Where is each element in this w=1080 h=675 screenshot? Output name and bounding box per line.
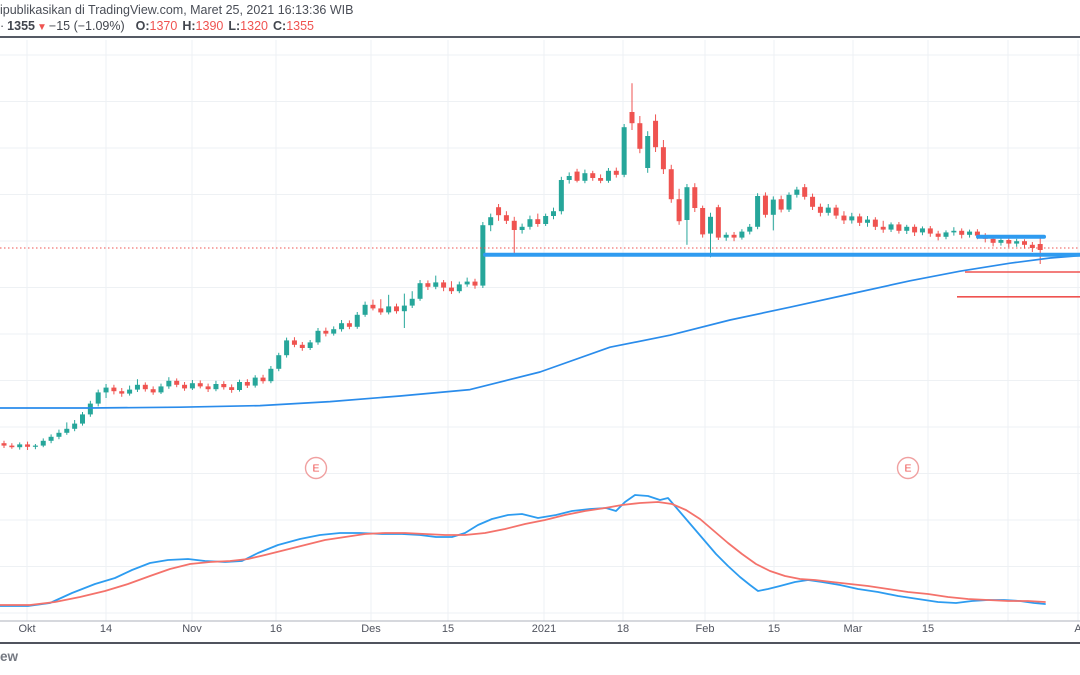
x-axis-label: 15 <box>441 623 455 635</box>
price-change: −15 (−1.09%) <box>48 19 125 33</box>
tradingview-watermark: ew <box>0 649 19 664</box>
close-value: 1355 <box>286 19 314 33</box>
x-axis-label: 2021 <box>531 623 557 635</box>
open-label: O: <box>135 19 150 33</box>
candles-series <box>1 83 1043 450</box>
publish-info: ipublikasikan di TradingView.com, Maret … <box>0 3 354 17</box>
low-value: 1320 <box>240 19 268 33</box>
clipped-text-fragment: · <box>0 19 5 33</box>
x-axis-label: 18 <box>616 623 630 635</box>
x-axis-label: 15 <box>921 623 935 635</box>
x-axis-label: A <box>1074 623 1080 635</box>
x-axis-label: Nov <box>182 623 202 635</box>
high-label: H: <box>182 19 196 33</box>
x-axis-label: Mar <box>843 623 863 635</box>
x-axis-label: Okt <box>18 623 36 635</box>
x-axis-label: 16 <box>269 623 283 635</box>
x-axis-label: Des <box>361 623 381 635</box>
earnings-marker[interactable]: E <box>304 456 328 480</box>
ohlc-legend: · 1355 ▼ −15 (−1.09%) O:1370 H:1390 L:1320 C:13… <box>0 18 1080 36</box>
earnings-marker-letter: E <box>904 463 911 475</box>
indicator-red-line[interactable] <box>0 501 1046 606</box>
x-axis-label: Feb <box>695 623 715 635</box>
high-value: 1390 <box>195 19 224 33</box>
x-axis-label: 15 <box>767 623 781 635</box>
snapshot-header: ipublikasikan di TradingView.com, Maret … <box>0 0 1080 38</box>
x-axis-label: 14 <box>99 623 113 635</box>
last-price: 1355 <box>7 19 35 33</box>
earnings-marker[interactable]: E <box>896 456 920 480</box>
low-label: L: <box>228 19 241 33</box>
triangle-down-icon: ▼ <box>36 22 47 33</box>
close-label: C: <box>272 19 287 33</box>
open-value: 1370 <box>149 19 178 33</box>
grid-layer <box>0 40 1080 621</box>
earnings-marker-letter: E <box>312 463 319 475</box>
ma-line[interactable] <box>0 254 1080 409</box>
